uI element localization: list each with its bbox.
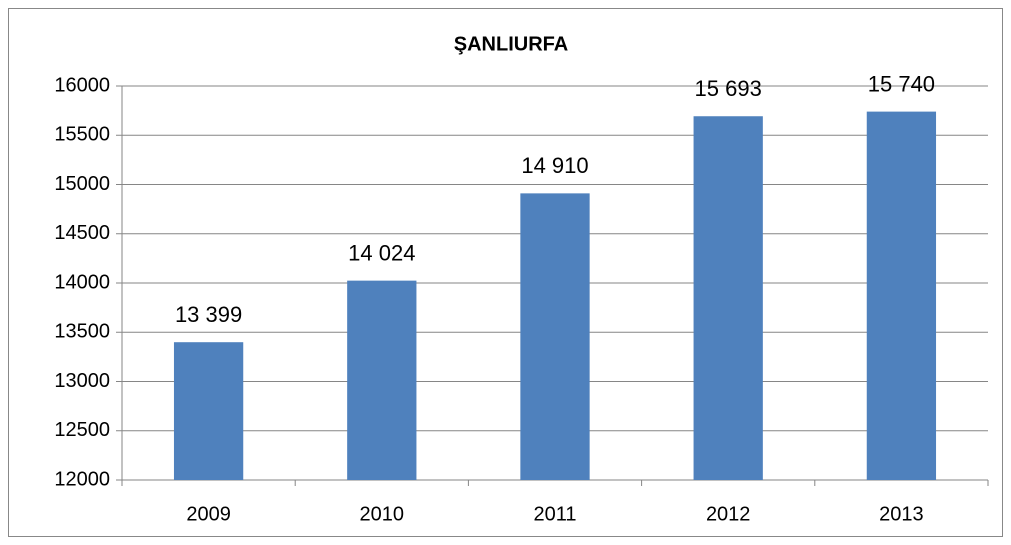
bar [693, 116, 763, 480]
data-label: 15 693 [695, 76, 762, 101]
y-tick-label: 13000 [54, 370, 110, 392]
y-tick-label: 12500 [54, 419, 110, 441]
y-tick-label: 15000 [54, 173, 110, 195]
bar [173, 342, 244, 480]
x-tick-label: 2010 [360, 503, 405, 525]
y-tick-label: 16000 [54, 74, 110, 96]
data-label: 14 910 [521, 153, 588, 178]
bar [347, 280, 417, 480]
x-tick-label: 2009 [186, 503, 231, 525]
chart-border [8, 8, 1003, 537]
y-tick-label: 14500 [54, 222, 110, 244]
x-tick-label: 2013 [879, 503, 924, 525]
y-tick-label: 14000 [54, 271, 110, 293]
x-tick-label: 2011 [533, 503, 576, 525]
data-label: 13 399 [175, 302, 242, 327]
bar [520, 193, 590, 481]
bar [866, 111, 937, 481]
y-tick-label: 15500 [54, 124, 110, 146]
data-label: 15 740 [868, 71, 935, 96]
data-label: 14 024 [348, 240, 415, 265]
y-tick-label: 12000 [54, 468, 110, 490]
y-tick-label: 13500 [54, 321, 110, 343]
chart-title: ŞANLIURFA [454, 33, 568, 55]
x-tick-label: 2012 [706, 503, 751, 525]
